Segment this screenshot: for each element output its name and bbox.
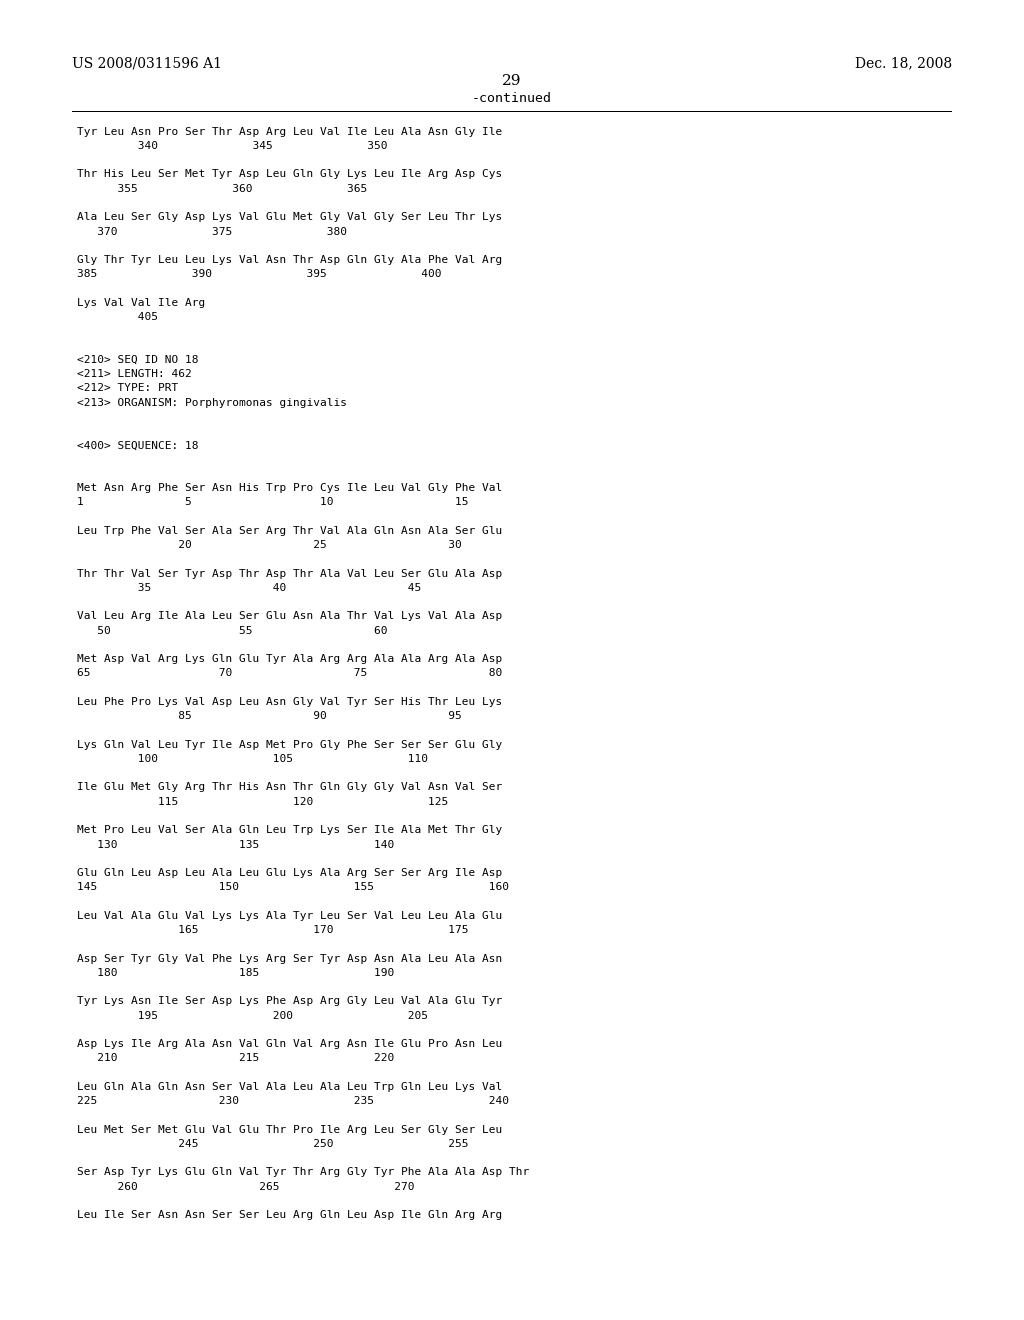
Text: Leu Val Ala Glu Val Lys Lys Ala Tyr Leu Ser Val Leu Leu Ala Glu: Leu Val Ala Glu Val Lys Lys Ala Tyr Leu … [77, 911, 502, 921]
Text: Ala Leu Ser Gly Asp Lys Val Glu Met Gly Val Gly Ser Leu Thr Lys: Ala Leu Ser Gly Asp Lys Val Glu Met Gly … [77, 213, 502, 222]
Text: Thr Thr Val Ser Tyr Asp Thr Asp Thr Ala Val Leu Ser Glu Ala Asp: Thr Thr Val Ser Tyr Asp Thr Asp Thr Ala … [77, 569, 502, 578]
Text: Asp Lys Ile Arg Ala Asn Val Gln Val Arg Asn Ile Glu Pro Asn Leu: Asp Lys Ile Arg Ala Asn Val Gln Val Arg … [77, 1039, 502, 1049]
Text: 130                  135                 140: 130 135 140 [77, 840, 394, 850]
Text: 245                 250                 255: 245 250 255 [77, 1139, 468, 1148]
Text: Val Leu Arg Ile Ala Leu Ser Glu Asn Ala Thr Val Lys Val Ala Asp: Val Leu Arg Ile Ala Leu Ser Glu Asn Ala … [77, 611, 502, 622]
Text: 385              390              395              400: 385 390 395 400 [77, 269, 441, 280]
Text: 20                  25                  30: 20 25 30 [77, 540, 462, 550]
Text: Leu Trp Phe Val Ser Ala Ser Arg Thr Val Ala Gln Asn Ala Ser Glu: Leu Trp Phe Val Ser Ala Ser Arg Thr Val … [77, 525, 502, 536]
Text: Leu Met Ser Met Glu Val Glu Thr Pro Ile Arg Leu Ser Gly Ser Leu: Leu Met Ser Met Glu Val Glu Thr Pro Ile … [77, 1125, 502, 1135]
Text: Ser Asp Tyr Lys Glu Gln Val Tyr Thr Arg Gly Tyr Phe Ala Ala Asp Thr: Ser Asp Tyr Lys Glu Gln Val Tyr Thr Arg … [77, 1167, 529, 1177]
Text: Gly Thr Tyr Leu Leu Lys Val Asn Thr Asp Gln Gly Ala Phe Val Arg: Gly Thr Tyr Leu Leu Lys Val Asn Thr Asp … [77, 255, 502, 265]
Text: 260                  265                 270: 260 265 270 [77, 1181, 415, 1192]
Text: Ile Glu Met Gly Arg Thr His Asn Thr Gln Gly Gly Val Asn Val Ser: Ile Glu Met Gly Arg Thr His Asn Thr Gln … [77, 783, 502, 792]
Text: Lys Val Val Ile Arg: Lys Val Val Ile Arg [77, 298, 205, 308]
Text: Met Asn Arg Phe Ser Asn His Trp Pro Cys Ile Leu Val Gly Phe Val: Met Asn Arg Phe Ser Asn His Trp Pro Cys … [77, 483, 502, 494]
Text: Met Pro Leu Val Ser Ala Gln Leu Trp Lys Ser Ile Ala Met Thr Gly: Met Pro Leu Val Ser Ala Gln Leu Trp Lys … [77, 825, 502, 836]
Text: Dec. 18, 2008: Dec. 18, 2008 [855, 57, 952, 71]
Text: Leu Gln Ala Gln Asn Ser Val Ala Leu Ala Leu Trp Gln Leu Lys Val: Leu Gln Ala Gln Asn Ser Val Ala Leu Ala … [77, 1082, 502, 1092]
Text: US 2008/0311596 A1: US 2008/0311596 A1 [72, 57, 221, 71]
Text: 1               5                   10                  15: 1 5 10 15 [77, 498, 468, 507]
Text: <213> ORGANISM: Porphyromonas gingivalis: <213> ORGANISM: Porphyromonas gingivalis [77, 397, 347, 408]
Text: 50                   55                  60: 50 55 60 [77, 626, 387, 636]
Text: 29: 29 [502, 74, 522, 88]
Text: Thr His Leu Ser Met Tyr Asp Leu Gln Gly Lys Leu Ile Arg Asp Cys: Thr His Leu Ser Met Tyr Asp Leu Gln Gly … [77, 169, 502, 180]
Text: 115                 120                 125: 115 120 125 [77, 797, 449, 807]
Text: 210                  215                 220: 210 215 220 [77, 1053, 394, 1064]
Text: 340              345              350: 340 345 350 [77, 141, 387, 150]
Text: 355              360              365: 355 360 365 [77, 183, 367, 194]
Text: Met Asp Val Arg Lys Gln Glu Tyr Ala Arg Arg Ala Ala Arg Ala Asp: Met Asp Val Arg Lys Gln Glu Tyr Ala Arg … [77, 655, 502, 664]
Text: 195                 200                 205: 195 200 205 [77, 1011, 428, 1020]
Text: 35                  40                  45: 35 40 45 [77, 583, 421, 593]
Text: Leu Ile Ser Asn Asn Ser Ser Leu Arg Gln Leu Asp Ile Gln Arg Arg: Leu Ile Ser Asn Asn Ser Ser Leu Arg Gln … [77, 1210, 502, 1220]
Text: Tyr Lys Asn Ile Ser Asp Lys Phe Asp Arg Gly Leu Val Ala Glu Tyr: Tyr Lys Asn Ile Ser Asp Lys Phe Asp Arg … [77, 997, 502, 1006]
Text: 100                 105                 110: 100 105 110 [77, 754, 428, 764]
Text: <210> SEQ ID NO 18: <210> SEQ ID NO 18 [77, 355, 199, 364]
Text: <212> TYPE: PRT: <212> TYPE: PRT [77, 383, 178, 393]
Text: 65                   70                  75                  80: 65 70 75 80 [77, 668, 502, 678]
Text: 165                 170                 175: 165 170 175 [77, 925, 468, 935]
Text: <211> LENGTH: 462: <211> LENGTH: 462 [77, 370, 191, 379]
Text: 85                  90                  95: 85 90 95 [77, 711, 462, 721]
Text: -continued: -continued [472, 92, 552, 106]
Text: 145                  150                 155                 160: 145 150 155 160 [77, 882, 509, 892]
Text: <400> SEQUENCE: 18: <400> SEQUENCE: 18 [77, 441, 199, 450]
Text: Leu Phe Pro Lys Val Asp Leu Asn Gly Val Tyr Ser His Thr Leu Lys: Leu Phe Pro Lys Val Asp Leu Asn Gly Val … [77, 697, 502, 708]
Text: 180                  185                 190: 180 185 190 [77, 968, 394, 978]
Text: 405: 405 [77, 312, 158, 322]
Text: Tyr Leu Asn Pro Ser Thr Asp Arg Leu Val Ile Leu Ala Asn Gly Ile: Tyr Leu Asn Pro Ser Thr Asp Arg Leu Val … [77, 127, 502, 137]
Text: Glu Gln Leu Asp Leu Ala Leu Glu Lys Ala Arg Ser Ser Arg Ile Asp: Glu Gln Leu Asp Leu Ala Leu Glu Lys Ala … [77, 869, 502, 878]
Text: Lys Gln Val Leu Tyr Ile Asp Met Pro Gly Phe Ser Ser Ser Glu Gly: Lys Gln Val Leu Tyr Ile Asp Met Pro Gly … [77, 739, 502, 750]
Text: 370              375              380: 370 375 380 [77, 227, 347, 236]
Text: 225                  230                 235                 240: 225 230 235 240 [77, 1096, 509, 1106]
Text: Asp Ser Tyr Gly Val Phe Lys Arg Ser Tyr Asp Asn Ala Leu Ala Asn: Asp Ser Tyr Gly Val Phe Lys Arg Ser Tyr … [77, 953, 502, 964]
